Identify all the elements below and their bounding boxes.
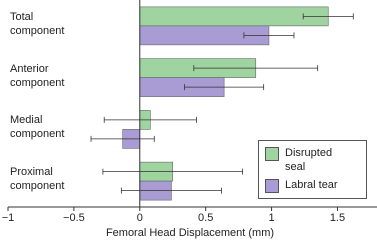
- legend-label: Disrupted seal: [285, 147, 333, 173]
- x-tick-label: 1.5: [330, 212, 345, 224]
- error-bar: [120, 187, 222, 194]
- legend: Disrupted seal Labral tear: [258, 140, 367, 199]
- error-bar: [243, 32, 295, 39]
- x-tick-label: 0: [137, 212, 143, 224]
- legend-item: Disrupted seal: [259, 144, 366, 176]
- error-bar: [103, 116, 197, 123]
- category-label: Anterior component: [10, 62, 65, 89]
- legend-swatch: [265, 147, 279, 161]
- error-bar: [302, 13, 354, 20]
- legend-swatch: [265, 179, 279, 193]
- x-tick-label: −1: [2, 212, 15, 224]
- category-label: Proximal component: [10, 166, 65, 193]
- error-bar: [193, 65, 319, 72]
- category-label: Total component: [10, 10, 65, 37]
- bar: [139, 6, 329, 27]
- x-tick-label: 1: [269, 212, 275, 224]
- error-bar: [90, 135, 155, 142]
- error-bar: [184, 84, 265, 91]
- x-tick-label: 0.5: [198, 212, 213, 224]
- error-bar: [102, 168, 243, 175]
- legend-item: Labral tear: [259, 176, 366, 195]
- legend-label: Labral tear: [285, 179, 338, 191]
- x-axis-label: Femoral Head Displacement (mm): [106, 227, 274, 239]
- x-tick-label: −0.5: [63, 212, 85, 224]
- category-label: Medial component: [10, 114, 65, 141]
